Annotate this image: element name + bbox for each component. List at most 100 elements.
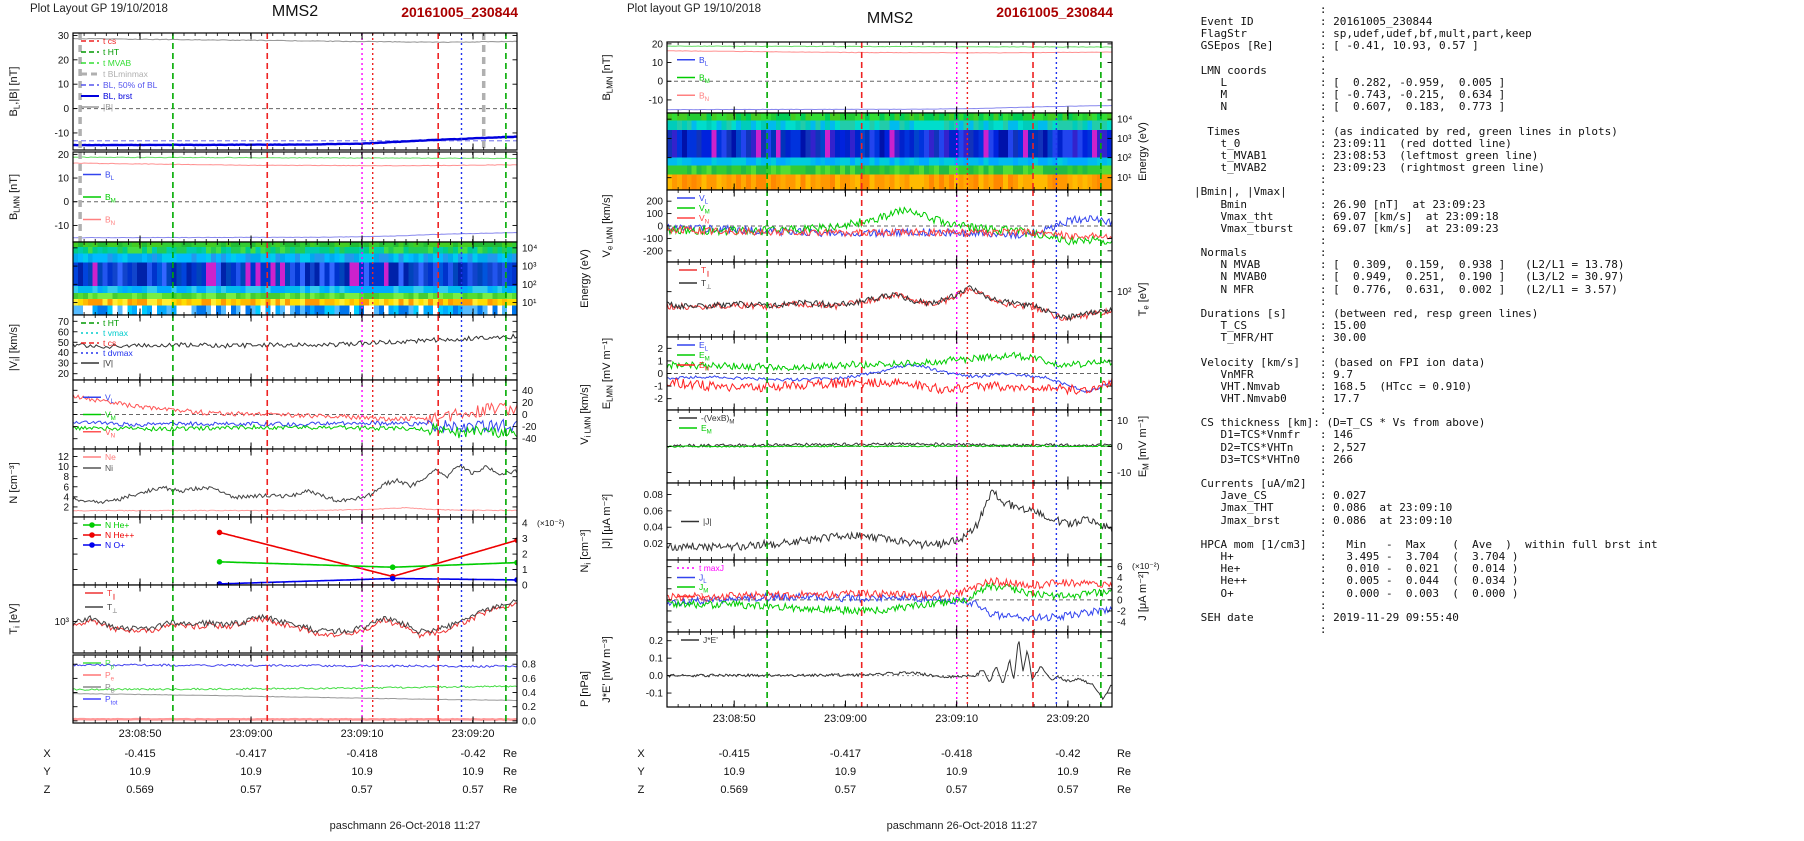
nhepp-line: [219, 531, 517, 578]
svg-text:-0.42: -0.42: [1055, 748, 1080, 760]
svg-text:10¹: 10¹: [522, 298, 537, 309]
svg-text:Ti [eV]: Ti [eV]: [8, 603, 22, 634]
info-line: Currents [uA/m2] :: [1194, 477, 1327, 491]
blmn-panel-m: 20 10 0 -10 BLMN [nT] BL BM BN: [601, 39, 1113, 114]
svg-text:-0.418: -0.418: [346, 748, 377, 760]
svg-text:VN: VN: [105, 427, 115, 440]
bm-line: [73, 156, 517, 160]
svg-text:10: 10: [58, 462, 70, 473]
svg-text:Te [eV]: Te [eV]: [1137, 283, 1151, 317]
figure-footer-left: paschmann 26-Oct-2018 11:27: [329, 820, 481, 832]
info-line: FlagStr : sp,udef,udef,bf,mult,part,keep: [1194, 27, 1532, 41]
svg-text:0: 0: [1117, 442, 1123, 453]
info-line: He+ : 0.010 - 0.021 ( 0.014 ): [1194, 562, 1519, 576]
svg-text:0: 0: [63, 197, 69, 208]
svg-text:10³: 10³: [1117, 134, 1132, 145]
svg-text:T⊥: T⊥: [701, 278, 712, 291]
svg-text:4: 4: [1117, 573, 1123, 584]
info-line: VnMFR : 9.7: [1194, 367, 1353, 381]
ion-spectrogram-panel: 10⁴ 10³ 10² 10¹ Energy (eV): [72, 241, 591, 316]
svg-text:EM: EM: [699, 350, 710, 363]
svg-text:0.4: 0.4: [522, 688, 536, 699]
pb-line: [73, 693, 517, 701]
tepar-line: [667, 287, 1112, 321]
minor-ions-panel: 4 3 2 1 0 (×10⁻²) Ni [cm⁻³] N He+N He++N O+: [72, 516, 593, 592]
info-line: D2=TCS*VHTn : 2,527: [1194, 440, 1367, 454]
svg-text:10.9: 10.9: [240, 766, 261, 778]
svg-text:0.0: 0.0: [649, 671, 663, 682]
svg-text:VL: VL: [105, 392, 115, 405]
svg-text:0.569: 0.569: [720, 784, 748, 796]
info-line: VHT.Nmvab : 168.5 (HTcc = 0.910): [1194, 379, 1473, 393]
svg-text:0: 0: [657, 77, 663, 88]
info-line: O+ : 0.000 - 0.003 ( 0.000 ): [1194, 586, 1519, 600]
svg-text:EM [mV m⁻¹]: EM [mV m⁻¹]: [1137, 416, 1151, 477]
svg-text:10³: 10³: [522, 262, 537, 273]
svg-text:BL, brst: BL, brst: [103, 91, 133, 101]
svg-text:Vi LMN [km/s]: Vi LMN [km/s]: [579, 384, 593, 444]
en-line: [667, 377, 1112, 396]
svg-text:t vmax: t vmax: [103, 328, 129, 338]
svg-text:20: 20: [58, 369, 70, 380]
svg-text:23:09:00: 23:09:00: [824, 713, 867, 725]
svg-text:Ni: Ni: [105, 463, 113, 473]
svg-text:10²: 10²: [522, 280, 537, 291]
svg-text:t BLminmax: t BLminmax: [103, 69, 149, 79]
svg-text:23:09:10: 23:09:10: [935, 713, 978, 725]
svg-text:0: 0: [657, 369, 663, 380]
svg-text:0.2: 0.2: [649, 636, 663, 647]
svg-text:EM: EM: [701, 423, 712, 436]
svg-text:0.57: 0.57: [240, 784, 261, 796]
svg-text:0.8: 0.8: [522, 660, 536, 671]
svg-text:100: 100: [646, 209, 663, 220]
info-line: HPCA mom [1/cm3] : Min - Max ( Ave ) wit…: [1194, 537, 1658, 551]
svg-text:0: 0: [63, 104, 69, 115]
svg-text:t cs: t cs: [103, 338, 116, 348]
svg-text:t MVAB: t MVAB: [103, 58, 132, 68]
svg-text:Ne: Ne: [105, 452, 116, 462]
svg-text:0.6: 0.6: [522, 674, 536, 685]
info-line: Vmax_tht : 69.07 [km/s] at 23:09:18: [1194, 209, 1499, 223]
svg-text:Ve LMN [km/s]: Ve LMN [km/s]: [601, 194, 615, 257]
svg-text:10.9: 10.9: [129, 766, 150, 778]
svg-text:40: 40: [522, 386, 534, 397]
svg-text:BM: BM: [105, 192, 116, 205]
svg-text:0.04: 0.04: [644, 523, 664, 534]
info-line: :: [1194, 51, 1327, 65]
svg-text:200: 200: [646, 197, 663, 208]
svg-text:Re: Re: [1117, 784, 1131, 796]
svg-text:2: 2: [522, 550, 528, 561]
svg-text:N [cm⁻³]: N [cm⁻³]: [8, 462, 20, 503]
tipar-line: [73, 602, 517, 639]
info-line: H+ : 3.495 - 3.704 ( 3.704 ): [1194, 550, 1519, 564]
svg-text:-0.417: -0.417: [830, 748, 861, 760]
svg-text:Pp: Pp: [105, 658, 115, 671]
jmag-panel: 0.08 0.06 0.04 0.02 |J| [μA m⁻²] |J|: [601, 482, 1113, 561]
info-line: :: [1194, 3, 1327, 16]
info-line: :: [1194, 622, 1327, 636]
svg-text:t maxJ: t maxJ: [699, 563, 724, 573]
svg-text:12: 12: [58, 452, 70, 463]
info-line: Durations [s] : (between red, resp green…: [1194, 306, 1539, 320]
svg-text:-2: -2: [654, 394, 663, 405]
svg-text:0: 0: [522, 410, 528, 421]
info-line: T_CS : 15.00: [1194, 319, 1367, 333]
svg-text:EL: EL: [699, 340, 709, 353]
svg-text:t HT: t HT: [103, 318, 119, 328]
svg-text:23:09:00: 23:09:00: [230, 728, 273, 740]
svg-text:10.9: 10.9: [1057, 766, 1078, 778]
svg-text:10: 10: [1117, 416, 1129, 427]
tiperp-line: [73, 599, 517, 635]
svg-text:Z: Z: [638, 784, 645, 796]
info-line: SEH date : 2019-11-29 09:55:40: [1194, 610, 1459, 624]
svg-text:0.0: 0.0: [522, 716, 536, 727]
svg-text:30: 30: [58, 359, 70, 370]
svg-text:Z: Z: [44, 784, 51, 796]
svg-text:0.57: 0.57: [1057, 784, 1078, 796]
